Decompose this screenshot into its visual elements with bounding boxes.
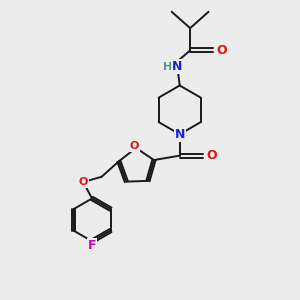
- Text: N: N: [172, 60, 182, 73]
- Text: H: H: [163, 62, 172, 72]
- Text: N: N: [175, 128, 185, 141]
- Text: F: F: [88, 239, 96, 252]
- Text: O: O: [79, 177, 88, 187]
- Text: O: O: [130, 141, 139, 152]
- Text: O: O: [216, 44, 227, 57]
- Text: O: O: [206, 149, 217, 162]
